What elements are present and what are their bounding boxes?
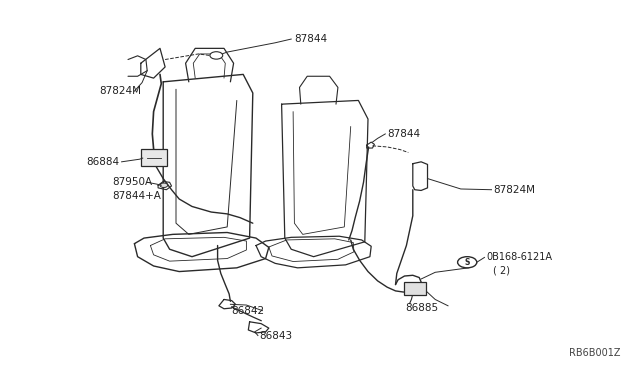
Text: 87824M: 87824M: [493, 185, 535, 195]
Text: 86843: 86843: [259, 331, 292, 340]
Text: 87844: 87844: [387, 129, 420, 139]
Circle shape: [210, 52, 223, 59]
FancyBboxPatch shape: [404, 282, 426, 295]
Text: S: S: [465, 258, 470, 267]
Text: 86885: 86885: [405, 303, 438, 313]
Text: 86884: 86884: [86, 157, 120, 167]
Text: 87844+A: 87844+A: [112, 192, 161, 201]
FancyBboxPatch shape: [141, 149, 167, 166]
Text: 87950A: 87950A: [112, 177, 152, 187]
Text: 87844: 87844: [294, 34, 328, 44]
Text: ( 2): ( 2): [493, 266, 510, 276]
Circle shape: [160, 183, 168, 187]
Text: RB6B001Z: RB6B001Z: [570, 348, 621, 358]
Text: 87824M: 87824M: [99, 86, 141, 96]
Text: 0B168-6121A: 0B168-6121A: [486, 252, 552, 262]
Circle shape: [458, 257, 477, 268]
Text: 86842: 86842: [232, 306, 265, 315]
